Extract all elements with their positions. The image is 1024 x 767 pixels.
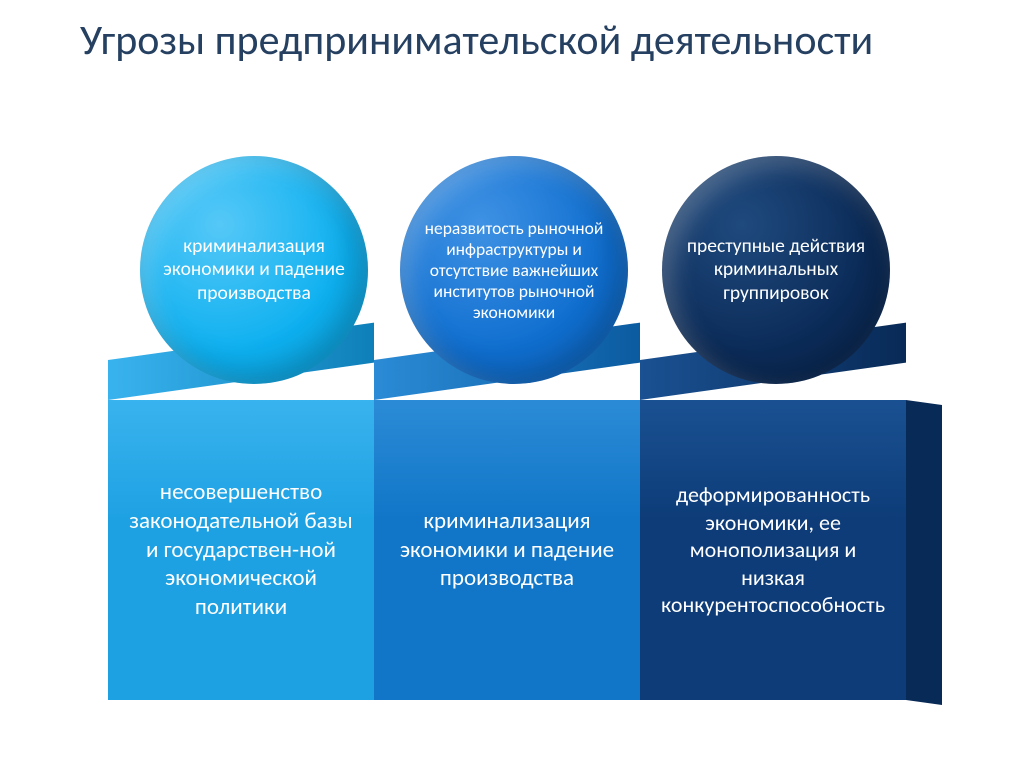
page-title: Угрозы предпринимательской деятельности <box>80 18 873 64</box>
cube-2-label: криминализация экономики и падение произ… <box>390 507 624 593</box>
cube-3-front: деформированность экономики, ее монополи… <box>640 400 906 700</box>
circle-1-label: криминализация экономики и падение произ… <box>158 235 350 305</box>
cube-3-side <box>906 400 942 705</box>
circle-3-label: преступные действия криминальных группир… <box>680 235 872 305</box>
cube-1-label: несовершенство законодательной базы и го… <box>124 478 358 622</box>
cube-2-front: криминализация экономики и падение произ… <box>374 400 640 700</box>
cube-3-label: деформированность экономики, ее монополи… <box>656 481 890 619</box>
circle-3: преступные действия криминальных группир… <box>662 156 890 384</box>
circle-2: неразвитость рыночной инфраструктуры и о… <box>400 156 628 384</box>
threats-diagram: несовершенство законодательной базы и го… <box>100 180 920 740</box>
circle-2-label: неразвитость рыночной инфраструктуры и о… <box>418 218 610 323</box>
circle-1: криминализация экономики и падение произ… <box>140 156 368 384</box>
cube-1-front: несовершенство законодательной базы и го… <box>108 400 374 700</box>
